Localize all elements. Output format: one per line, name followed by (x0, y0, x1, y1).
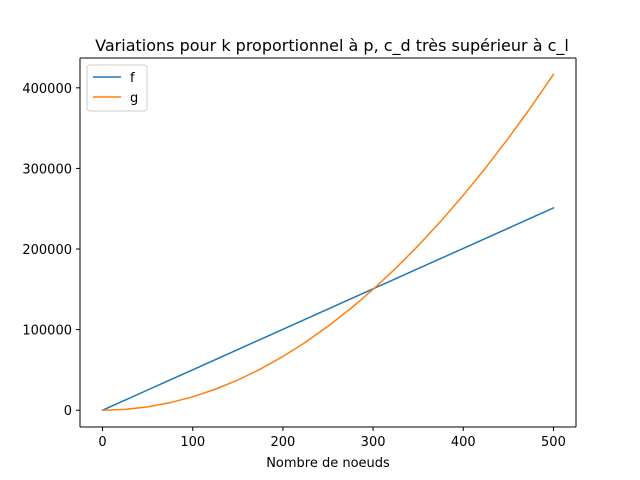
x-tick-label: 300 (361, 435, 386, 450)
y-tick-label: 400000 (22, 82, 72, 97)
y-axis-ticks: 0 100000 200000 300000 400000 (22, 82, 80, 419)
series-line-f (101, 206, 555, 412)
legend: fg (86, 64, 148, 112)
y-tick-label: 100000 (22, 324, 72, 339)
series-line-g (101, 73, 555, 412)
x-tick-label: 500 (541, 435, 566, 450)
x-axis-ticks: 0 100 200 300 400 500 (98, 427, 566, 450)
x-tick-label: 400 (451, 435, 476, 450)
x-axis-label: Nombre de noeuds (266, 456, 390, 471)
chart-title: Variations pour k proportionnel à p, c_d… (95, 36, 569, 56)
y-tick-label: 200000 (22, 243, 72, 258)
plot-area (80, 58, 576, 427)
legend-label-f: f (130, 71, 135, 86)
series-layer (101, 73, 555, 412)
legend-items: fg (93, 71, 138, 106)
x-tick-label: 100 (180, 435, 205, 450)
y-tick-label: 0 (64, 404, 72, 419)
x-tick-label: 200 (270, 435, 295, 450)
legend-label-g: g (130, 91, 138, 106)
y-tick-label: 300000 (22, 162, 72, 177)
axes-frame (79, 57, 577, 428)
x-tick-label: 0 (98, 435, 106, 450)
